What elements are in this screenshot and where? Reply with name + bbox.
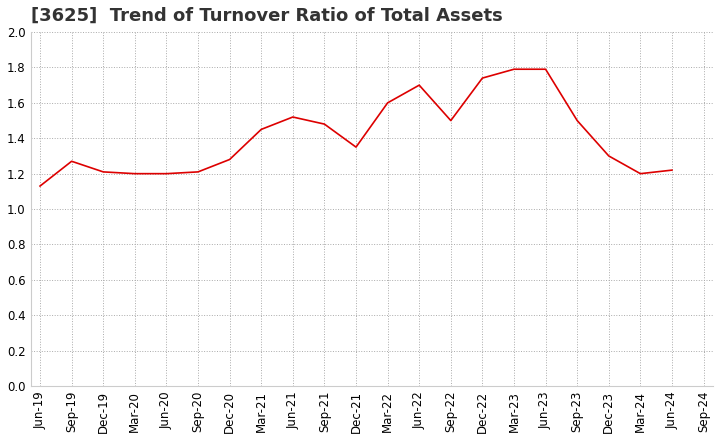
Text: [3625]  Trend of Turnover Ratio of Total Assets: [3625] Trend of Turnover Ratio of Total … (30, 7, 503, 25)
